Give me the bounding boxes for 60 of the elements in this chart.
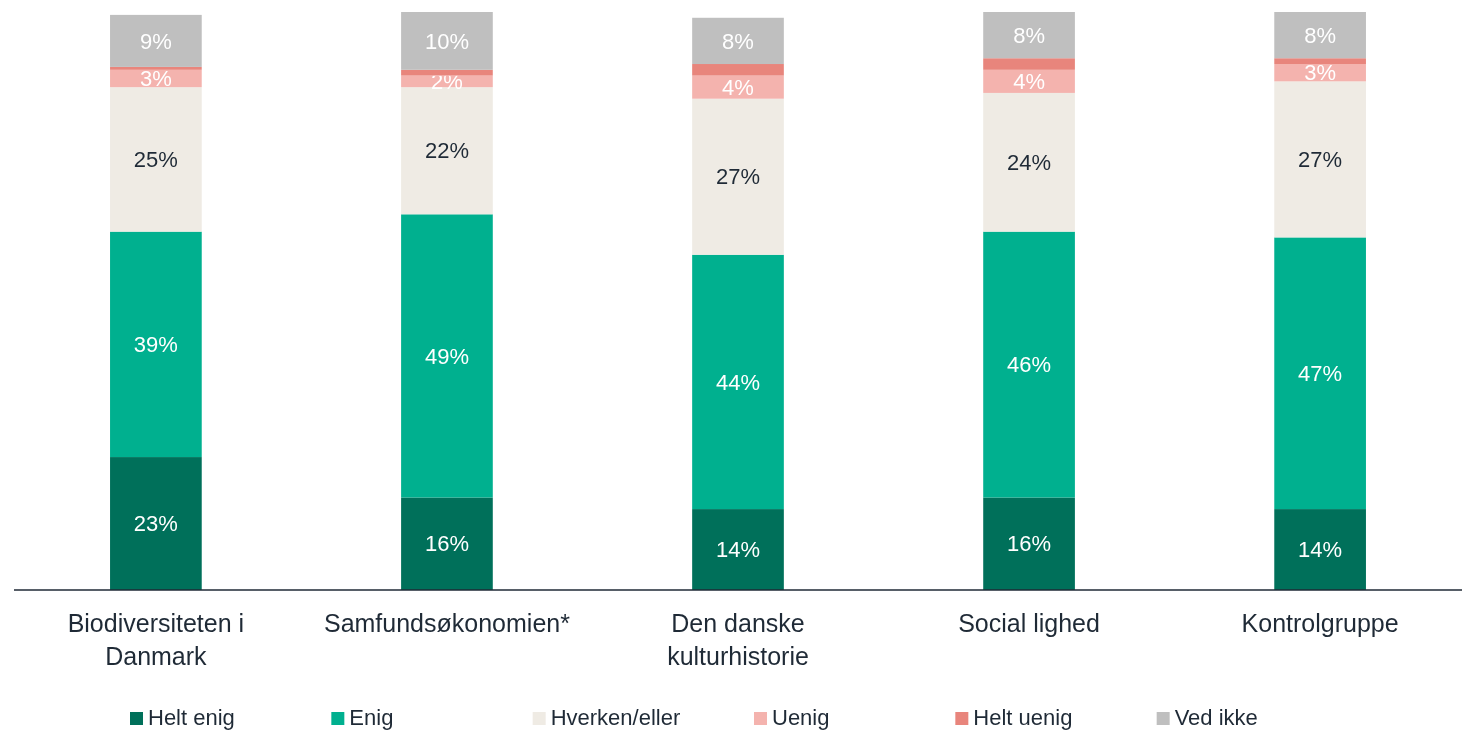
data-label: 25%: [133, 147, 178, 173]
bar: [692, 17, 784, 65]
bar: [692, 254, 784, 510]
data-label: 44%: [715, 369, 761, 395]
bar: [110, 231, 202, 458]
bar: [983, 58, 1075, 70]
bar: [692, 98, 784, 255]
data-label: 47%: [1298, 360, 1343, 386]
bar: [692, 64, 784, 76]
bar: [1274, 509, 1366, 590]
data-label: 3%: [139, 66, 172, 92]
bar: [401, 87, 493, 215]
bar: [692, 509, 784, 590]
data-label: 8%: [1304, 22, 1337, 48]
bar: [1274, 58, 1366, 65]
bar: [110, 87, 202, 232]
data-label: 16%: [424, 531, 469, 557]
x-tick-label: Den danske kulturhistorie: [667, 609, 809, 670]
bar: [401, 12, 493, 70]
bar: [1274, 12, 1366, 59]
legend-label: Helt uenig: [973, 705, 1073, 730]
data-label: 49%: [424, 343, 469, 369]
data-label: 3%: [1304, 60, 1337, 86]
bar: [983, 12, 1075, 59]
bar: [1274, 237, 1366, 510]
data-label: 39%: [133, 332, 178, 358]
bar: [401, 214, 493, 498]
data-label: 27%: [1298, 147, 1343, 173]
data-label: 10%: [424, 28, 469, 54]
bar: [983, 497, 1075, 590]
bar: [1274, 81, 1366, 238]
data-label: 46%: [1007, 352, 1052, 378]
data-label: 22%: [424, 138, 469, 164]
data-label: 24%: [1007, 149, 1052, 175]
data-label: 14%: [1298, 537, 1343, 563]
bar: [983, 92, 1075, 232]
data-label: 8%: [1013, 22, 1045, 48]
bar: [110, 66, 202, 70]
x-tick-label: Samfundsøkonomien*: [323, 609, 571, 637]
legend-label: Enig: [349, 705, 394, 730]
bar: [983, 231, 1075, 498]
data-label: 16%: [1007, 531, 1052, 557]
bar: [110, 457, 202, 590]
data-label: 14%: [715, 537, 761, 563]
data-label: 8%: [722, 28, 754, 54]
bar: [401, 69, 493, 76]
x-tick-label: Social lighed: [958, 609, 1100, 637]
legend-label: Helt enig: [148, 705, 235, 730]
data-label: 9%: [139, 28, 172, 54]
bar: [401, 497, 493, 590]
x-tick-label: Kontrolgruppe: [1241, 609, 1399, 637]
legend-label: Ved ikke: [1174, 705, 1258, 730]
legend-label: Uenig: [772, 705, 830, 730]
bar: [110, 14, 202, 67]
data-label: 4%: [1013, 69, 1045, 95]
data-label: 23%: [133, 511, 178, 537]
legend-label: Hverken/eller: [550, 705, 681, 730]
data-label: 4%: [722, 74, 754, 100]
x-tick-label: Biodiversiteten i Danmark: [67, 609, 245, 670]
data-label: 27%: [715, 164, 761, 190]
